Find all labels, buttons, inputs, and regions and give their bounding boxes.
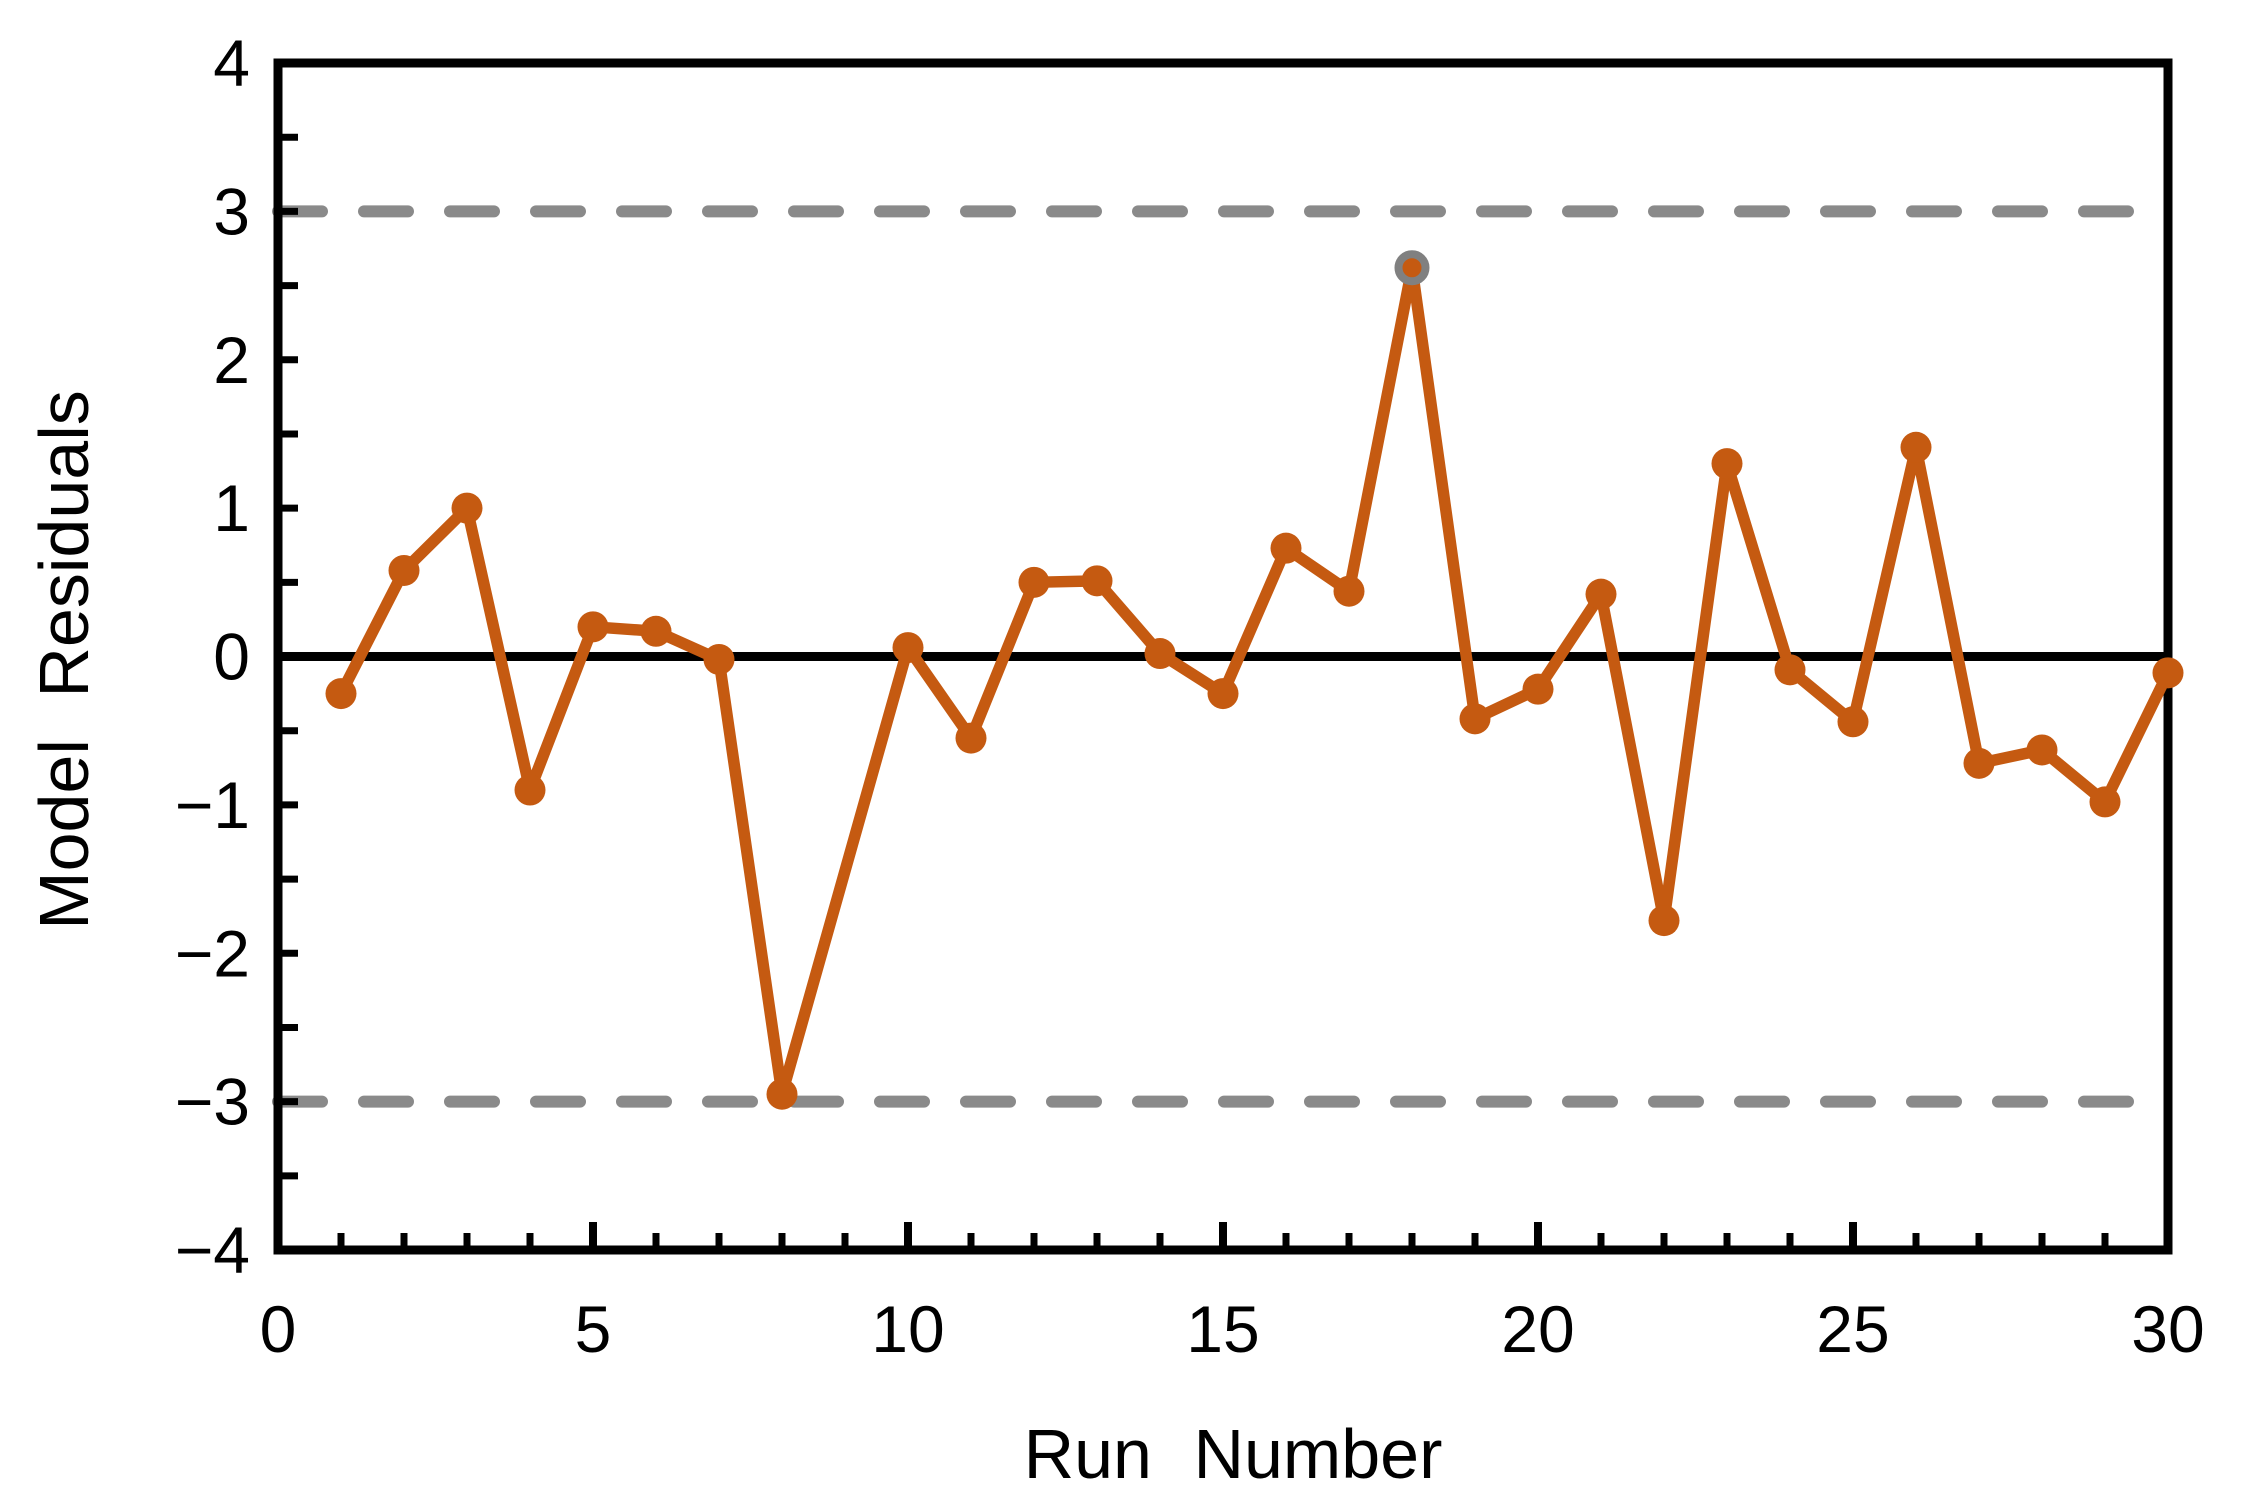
data-point-marker: [1963, 747, 1995, 779]
data-point-marker: [388, 554, 420, 586]
residual-series: [325, 250, 2184, 1110]
data-point-marker: [1837, 706, 1869, 738]
data-point-marker: [1522, 673, 1554, 705]
data-point-marker: [1270, 532, 1302, 564]
x-tick-label: 30: [2131, 1292, 2204, 1366]
y-tick-label: 0: [213, 620, 250, 694]
y-tick-label: 1: [213, 471, 250, 545]
data-point-marker: [2152, 657, 2184, 689]
x-axis-title: Run Number: [1024, 1415, 1443, 1493]
data-point-marker: [1144, 638, 1176, 670]
data-point-marker: [2026, 734, 2058, 766]
data-point-marker: [451, 492, 483, 524]
y-tick-label: −3: [175, 1065, 250, 1139]
x-tick-label: 25: [1816, 1292, 1889, 1366]
data-point-marker: [1774, 654, 1806, 686]
y-tick-label: 4: [213, 26, 250, 100]
y-axis-title: Model Residuals: [25, 390, 103, 929]
data-point-marker: [514, 774, 546, 806]
highlighted-point-ring: [1394, 250, 1430, 286]
data-point-marker: [703, 643, 735, 675]
y-tick-label: −4: [175, 1213, 250, 1287]
data-point-marker: [577, 611, 609, 643]
y-tick-label: −1: [175, 768, 250, 842]
y-tick-label: −2: [175, 916, 250, 990]
data-point-marker: [955, 722, 987, 754]
data-point-marker: [1459, 703, 1491, 735]
axis-ticks: [278, 133, 2109, 1250]
data-point-marker: [1900, 431, 1932, 463]
data-point-marker: [892, 632, 924, 664]
data-point-marker: [1711, 448, 1743, 480]
x-tick-label: 10: [871, 1292, 944, 1366]
data-point-marker: [1018, 566, 1050, 598]
data-point-marker: [1585, 578, 1617, 610]
plot-border: [273, 58, 2173, 1255]
data-point-marker: [1207, 678, 1239, 710]
data-point-marker: [1648, 905, 1680, 937]
x-tick-label: 0: [260, 1292, 297, 1366]
data-point-marker: [766, 1078, 798, 1110]
data-point-marker: [640, 615, 672, 647]
x-tick-label: 5: [575, 1292, 612, 1366]
data-point-marker: [1081, 565, 1113, 597]
data-point-marker: [1333, 575, 1365, 607]
data-point-marker: [325, 678, 357, 710]
control-limit-lines: [272, 205, 2174, 1108]
residual-series-line: [335, 262, 2174, 1100]
data-point-marker: [2089, 786, 2121, 818]
y-tick-label: 3: [213, 174, 250, 248]
x-tick-label: 15: [1186, 1292, 1259, 1366]
y-tick-label: 2: [213, 323, 250, 397]
x-tick-label: 20: [1501, 1292, 1574, 1366]
plot-border-group: [273, 58, 2173, 1255]
